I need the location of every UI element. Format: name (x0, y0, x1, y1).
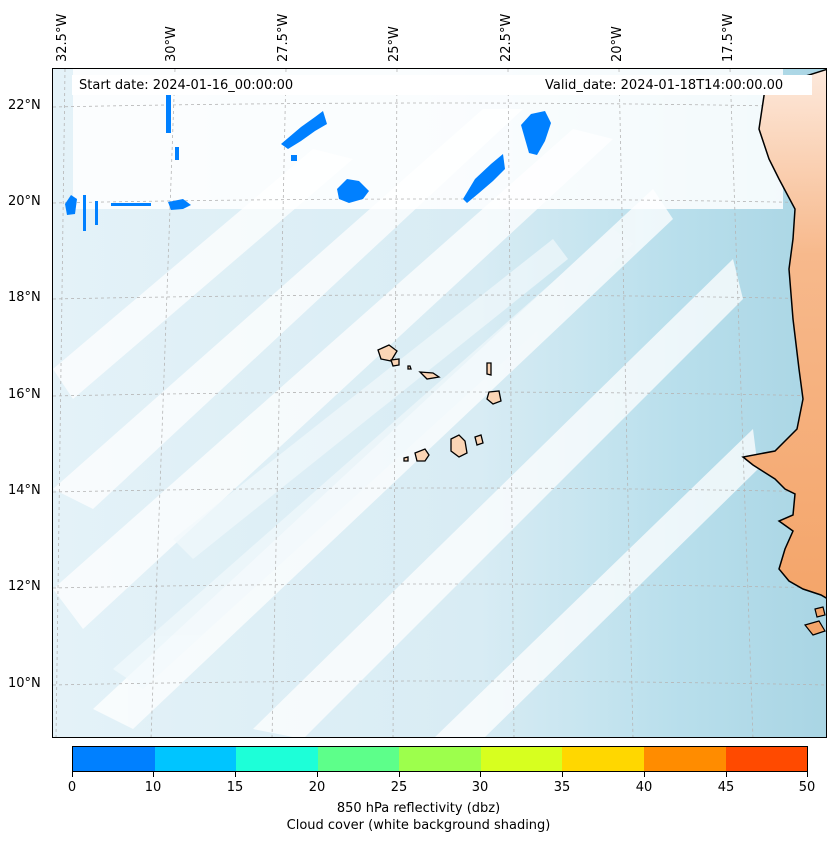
reflectivity-patches (65, 95, 551, 231)
colorbar-tick-label: 0 (67, 780, 77, 795)
colorbar-tick (644, 772, 645, 777)
colorbar-tick (399, 772, 400, 777)
colorbar-tick-label: 40 (635, 780, 653, 795)
colorbar-tick-label: 35 (553, 780, 571, 795)
lat-label-14n: 14°N (8, 483, 41, 498)
lon-label-20w: 20°W (610, 26, 625, 62)
map-canvas (53, 69, 826, 737)
colorbar-segment (73, 747, 155, 771)
cloud-bands-light (113, 229, 633, 689)
graticule (53, 69, 826, 737)
african-coast (741, 69, 826, 599)
colorbar-tick-label: 50 (798, 780, 816, 795)
lon-label-17-5w: 17.5°W (721, 13, 736, 62)
colorbar-segment (643, 747, 726, 771)
lon-label-22-5w: 22.5°W (499, 13, 514, 62)
colorbar (72, 746, 808, 772)
date-info-band (72, 75, 812, 95)
colorbar-tick-label: 25 (390, 780, 408, 795)
lat-label-10n: 10°N (8, 676, 41, 691)
colorbar-segment (399, 747, 481, 771)
lat-label-20n: 20°N (8, 194, 41, 209)
colorbar-tick (726, 772, 727, 777)
lat-label-16n: 16°N (8, 387, 41, 402)
lat-label-22n: 22°N (8, 98, 41, 113)
colorbar-tick (317, 772, 318, 777)
lon-label-27-5w: 27.5°W (276, 13, 291, 62)
colorbar-segment (725, 747, 808, 771)
colorbar-segment (480, 747, 563, 771)
colorbar-subtitle: Cloud cover (white background shading) (286, 818, 551, 833)
colorbar-tick-label: 30 (471, 780, 489, 795)
colorbar-segment (236, 747, 318, 771)
lat-label-12n: 12°N (8, 579, 41, 594)
colorbar-tick (807, 772, 808, 777)
colorbar-segment (317, 747, 400, 771)
lon-label-32-5w: 32.5°W (55, 13, 70, 62)
cape-verde-islands (377, 344, 502, 462)
colorbar-tick (480, 772, 481, 777)
start-date-label: Start date: 2024-01-16_00:00:00 (79, 78, 294, 93)
colorbar-tick (72, 772, 73, 777)
lat-label-18n: 18°N (8, 290, 41, 305)
colorbar-tick-label: 45 (717, 780, 735, 795)
lon-label-30w: 30°W (164, 26, 179, 62)
valid-date-label: Valid_date: 2024-01-18T14:00:00.00 (545, 78, 784, 93)
colorbar-tick-label: 10 (144, 780, 162, 795)
colorbar-segment (562, 747, 644, 771)
colorbar-segment (154, 747, 237, 771)
colorbar-title: 850 hPa reflectivity (dbz) (336, 801, 501, 816)
map-panel[interactable] (52, 68, 827, 738)
colorbar-tick-label: 20 (308, 780, 326, 795)
coastal-islands (803, 606, 826, 636)
colorbar-tick (235, 772, 236, 777)
colorbar-tick (153, 772, 154, 777)
colorbar-tick (562, 772, 563, 777)
colorbar-tick-label: 15 (226, 780, 244, 795)
lon-label-25w: 25°W (387, 26, 402, 62)
